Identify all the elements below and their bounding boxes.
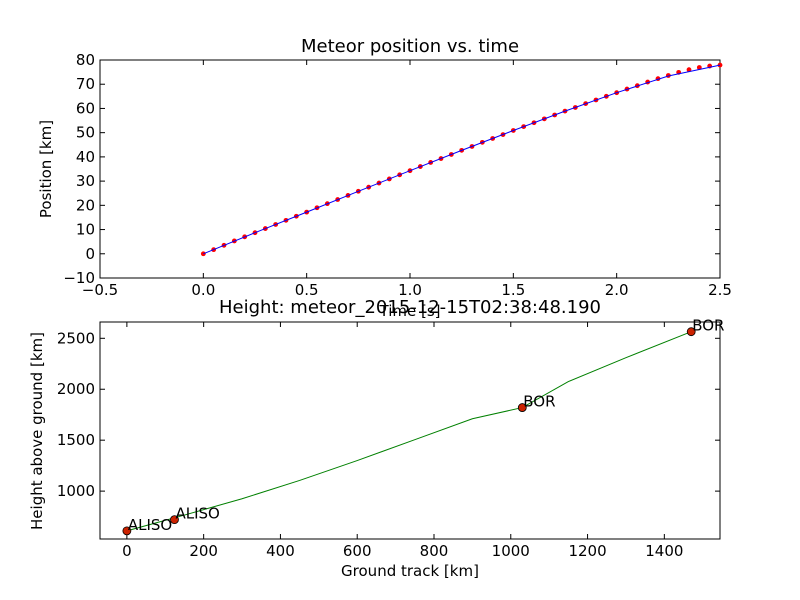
height-chart-title: Height: meteor_2015-12-15T02:38:48.190 <box>219 297 601 318</box>
y-tick-label: 1500 <box>57 431 95 449</box>
position-chart: −0.5 0.0 0.5 1.0 1.5 2.0 2.5 −10 0 10 20 30 40 50 60 70… <box>37 36 732 320</box>
station-marker <box>517 403 527 412</box>
station-label: ALISO <box>175 505 219 523</box>
series-line-1 <box>203 64 721 255</box>
series-line-0 <box>126 331 692 532</box>
height-chart-xlabel: Ground track [km] <box>341 562 479 580</box>
x-tick-label: 400 <box>266 542 295 560</box>
position-chart-xlabel: Time [s] <box>379 302 441 320</box>
x-tick-label: 1400 <box>645 542 683 560</box>
station-marker <box>122 526 132 536</box>
position-chart-title: Meteor position vs. time <box>301 36 519 57</box>
x-tick-label: 1000 <box>492 542 530 560</box>
x-tick-label: 0 <box>122 542 132 560</box>
station-marker <box>686 327 696 337</box>
y-tick-label: 1000 <box>57 482 95 500</box>
station-label: ALISO <box>128 516 172 534</box>
x-tick-label: 2.0 <box>605 281 629 299</box>
height-chart-frame <box>99 321 721 540</box>
x-tick-label: 2.5 <box>708 281 732 299</box>
x-tick-label: 1.5 <box>501 281 525 299</box>
x-tick-label: 1200 <box>568 542 606 560</box>
x-tick-label: 0.5 <box>295 281 319 299</box>
x-tick-label: 800 <box>420 542 449 560</box>
y-tick-label: 60 <box>76 99 95 117</box>
position-chart-ylabel: Position [km] <box>37 120 55 218</box>
y-tick-label: 2500 <box>57 329 95 347</box>
y-tick-label: −10 <box>63 269 95 287</box>
y-tick-label: 2000 <box>57 380 95 398</box>
y-tick-label: 50 <box>76 124 95 142</box>
y-tick-label: 30 <box>76 172 95 190</box>
height-chart: 0 200 400 600 800 1000 1200 1400 1000 1500 2000 250… <box>28 297 724 580</box>
y-tick-label: 40 <box>76 148 95 166</box>
x-tick-label: 600 <box>343 542 372 560</box>
station-marker <box>170 515 179 525</box>
x-tick-label: 200 <box>189 542 218 560</box>
y-tick-label: 20 <box>76 196 95 214</box>
x-tick-label: 1.0 <box>398 281 422 299</box>
y-tick-label: 0 <box>85 245 95 263</box>
data-point <box>717 62 723 68</box>
y-tick-label: 80 <box>76 51 95 69</box>
station-label: BOR <box>692 317 724 335</box>
y-tick-label: 10 <box>76 221 95 239</box>
height-chart-ylabel: Height above ground [km] <box>28 332 46 530</box>
x-tick-label: 0.0 <box>191 281 215 299</box>
station-label: BOR <box>523 393 555 411</box>
y-tick-label: 70 <box>76 75 95 93</box>
x-tick-label: −0.5 <box>82 281 118 299</box>
